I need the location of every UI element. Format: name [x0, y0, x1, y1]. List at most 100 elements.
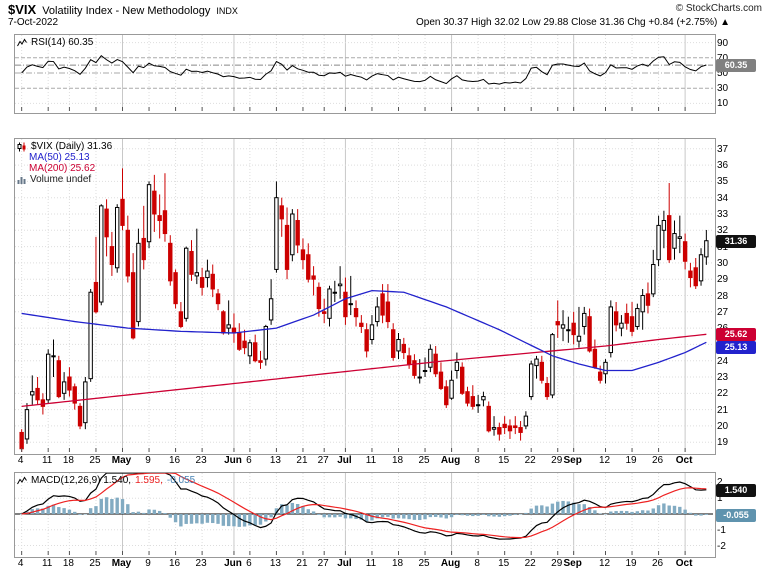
price-y-tick-label: 29 [717, 274, 729, 286]
rsi-indicator-label: RSI(14) 60.35 [17, 37, 93, 48]
macd-value-box: 1.540 [716, 483, 756, 497]
macd-label-text: MACD(12,26,9) 1.540, [31, 475, 132, 486]
price-y-tick-label: 22 [717, 388, 729, 400]
x-axis-tick-label: Sep [563, 558, 582, 569]
volume-label-text: Volume undef [30, 174, 92, 185]
x-axis-tick-label: 4 [17, 455, 24, 466]
x-axis-tick-label: 9 [145, 558, 151, 569]
x-axis-tick-label: 15 [498, 558, 510, 569]
macd-plot-svg [15, 472, 713, 555]
x-axis-tick-label: 13 [269, 558, 281, 569]
x-axis-tick-label: 23 [195, 558, 207, 569]
x-axis-tick-label: May [111, 558, 132, 569]
macd-y-tick-label: -1 [717, 524, 726, 536]
price-y-tick-label: 30 [717, 257, 729, 269]
x-axis-tick-label: Aug [440, 558, 461, 569]
price-y-tick-label: 24 [717, 355, 729, 367]
copyright-link[interactable]: © StockCharts.com [675, 3, 762, 14]
rsi-y-tick-label: 70 [717, 53, 728, 64]
x-axis-tick-label: Jun [224, 558, 242, 569]
x-axis-tick-label: 11 [41, 558, 53, 569]
rsi-panel [14, 34, 716, 114]
x-axis-tick-label: 25 [418, 558, 430, 569]
x-axis-tick-label: Jul [337, 558, 352, 569]
price-y-tick-label: 28 [717, 290, 729, 302]
price-y-tick-label: 32 [717, 225, 729, 237]
exchange-label: INDX [216, 6, 238, 16]
x-axis-tick-label: 12 [598, 455, 611, 466]
x-axis-tick-label: 11 [365, 558, 377, 569]
ma50-line [21, 289, 707, 372]
macd-signal-label-text: 1.595, [135, 475, 163, 486]
macd-hist-label-text: -0.055 [166, 475, 196, 486]
rsi-icon [17, 38, 27, 46]
ohlc-summary: Open 30.37 High 32.02 Low 29.88 Close 31… [416, 17, 730, 28]
rsi-label-text: RSI(14) 60.35 [31, 37, 94, 48]
x-axis-tick-label: Aug [440, 455, 461, 466]
chart-header: $VIX Volatility Index - New Methodology … [8, 2, 238, 17]
candlestick-icon [17, 142, 26, 151]
x-axis-tick-label: 16 [169, 558, 181, 569]
x-axis-tick-label: 11 [365, 455, 377, 466]
rsi-value-box: 60.35 [716, 59, 756, 73]
macd-indicator-label: MACD(12,26,9) 1.540, 1.595, -0.055 [17, 475, 195, 486]
price-plot-svg [15, 139, 713, 456]
x-axis-tick-label: 19 [625, 455, 637, 466]
price-y-tick-label: 20 [717, 420, 729, 432]
x-axis-tick-label: 25 [418, 455, 430, 466]
x-axis-tick-label: Oct [675, 455, 693, 466]
price-y-tick-label: 21 [717, 404, 729, 416]
volume-legend: Volume undef [17, 174, 91, 185]
x-axis-tick-label: 27 [317, 558, 329, 569]
price-y-tick-label: 23 [717, 372, 729, 383]
macd-y-tick-label: 2 [717, 477, 723, 489]
x-axis-tick-label: 27 [317, 455, 329, 466]
symbol-name: Volatility Index - New Methodology [42, 5, 211, 17]
x-axis-tick-label: 23 [195, 455, 207, 466]
x-axis-tick-label: 21 [296, 455, 308, 466]
x-axis-tick-label: 6 [246, 455, 252, 466]
x-axis-tick-label: 26 [652, 455, 664, 466]
x-axis-tick-label: Jul [337, 455, 352, 466]
ma50-label-text: MA(50) 25.13 [29, 152, 90, 163]
x-axis-tick-label: 12 [598, 558, 611, 569]
price-y-tick-label: 27 [717, 306, 729, 318]
x-axis-tick-label: 18 [391, 455, 404, 466]
rsi-y-tick-label: 10 [717, 98, 729, 110]
x-axis-tick-label: 18 [62, 455, 74, 466]
rsi-y-tick-label: 90 [717, 37, 729, 49]
x-axis-tick-label: 22 [524, 455, 536, 466]
x-axis-tick-label: 13 [269, 455, 281, 466]
x-axis-tick-label: Sep [563, 455, 582, 466]
x-axis-tick-label: 4 [17, 558, 24, 569]
macd-y-tick-label: -2 [717, 540, 726, 552]
price-y-tick-label: 36 [717, 160, 729, 172]
x-axis-tick-label: May [111, 455, 132, 466]
x-axis-tick-label: 9 [145, 455, 151, 466]
price-y-tick-label: 37 [717, 143, 729, 155]
price-panel [14, 138, 716, 456]
macd-panel [14, 472, 716, 558]
x-axis-tick-label: 18 [391, 558, 404, 569]
price-title-label: $VIX (Daily) 31.36 [17, 141, 112, 152]
rsi-y-tick-label: 50 [717, 68, 729, 79]
symbol-label: $VIX [8, 2, 37, 17]
rsi-y-tick-label: 30 [717, 83, 729, 95]
x-axis-tick-label: 11 [41, 455, 53, 466]
volume-icon [17, 177, 26, 184]
x-axis-tick-label: 8 [474, 455, 480, 466]
price-y-tick-label: 33 [717, 208, 729, 220]
x-axis-tick-label: 8 [474, 558, 480, 569]
x-axis-tick-label: 16 [169, 455, 181, 466]
x-axis-tick-label: 21 [296, 558, 308, 569]
price-title-text: $VIX (Daily) 31.36 [31, 141, 113, 152]
macd-icon [17, 476, 27, 484]
ma200-line [21, 333, 707, 407]
ma200-value-box: 25.62 [716, 328, 756, 342]
rsi-line [21, 55, 707, 85]
price-y-tick-label: 19 [717, 437, 729, 449]
price-y-tick-label: 34 [717, 192, 729, 204]
rsi-plot-svg [15, 35, 713, 111]
x-axis-tick-label: 15 [498, 455, 510, 466]
